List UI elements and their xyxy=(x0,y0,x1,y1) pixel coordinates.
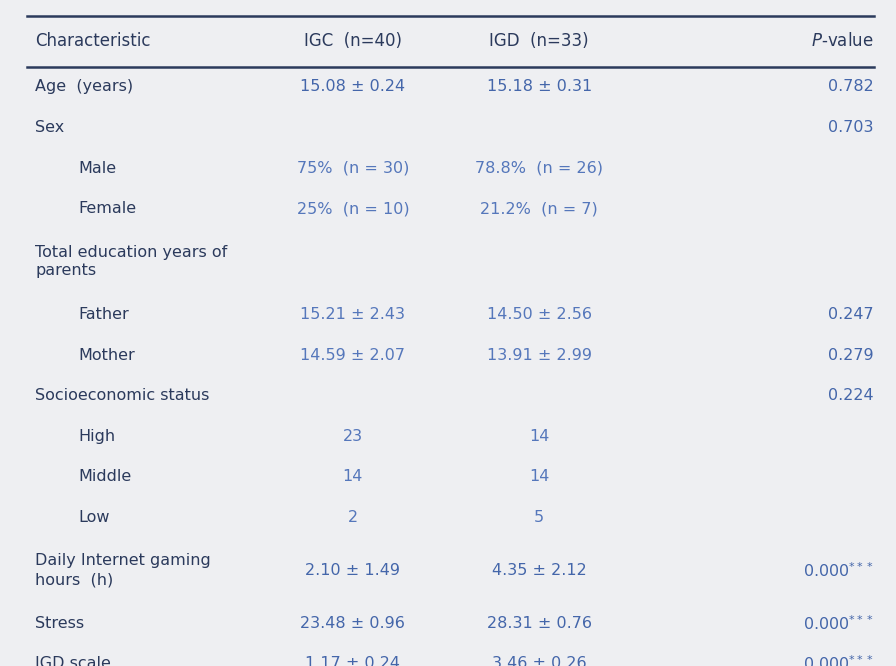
Text: 21.2%  (n = 7): 21.2% (n = 7) xyxy=(480,201,598,216)
Text: Middle: Middle xyxy=(78,470,132,484)
Text: 14.50 ± 2.56: 14.50 ± 2.56 xyxy=(487,307,591,322)
Text: Low: Low xyxy=(78,509,110,525)
Text: 13.91 ± 2.99: 13.91 ± 2.99 xyxy=(487,348,591,362)
Text: 0.000$^{***}$: 0.000$^{***}$ xyxy=(803,614,874,633)
Text: 14.59 ± 2.07: 14.59 ± 2.07 xyxy=(300,348,405,362)
Text: Stress: Stress xyxy=(35,616,84,631)
Text: 0.000$^{***}$: 0.000$^{***}$ xyxy=(803,655,874,666)
Text: 4.35 ± 2.12: 4.35 ± 2.12 xyxy=(492,563,587,578)
Text: 15.08 ± 0.24: 15.08 ± 0.24 xyxy=(300,79,405,95)
Text: 0.279: 0.279 xyxy=(828,348,874,362)
Text: Female: Female xyxy=(78,201,136,216)
Text: 0.782: 0.782 xyxy=(828,79,874,95)
Text: Male: Male xyxy=(78,161,116,176)
Text: 15.21 ± 2.43: 15.21 ± 2.43 xyxy=(300,307,405,322)
Text: 5: 5 xyxy=(534,509,544,525)
Text: 78.8%  (n = 26): 78.8% (n = 26) xyxy=(475,161,603,176)
Text: 14: 14 xyxy=(342,470,363,484)
Text: 0.247: 0.247 xyxy=(828,307,874,322)
Text: 1.17 ± 0.24: 1.17 ± 0.24 xyxy=(306,656,401,666)
Text: 2: 2 xyxy=(348,509,358,525)
Text: 25%  (n = 10): 25% (n = 10) xyxy=(297,201,409,216)
Text: Father: Father xyxy=(78,307,129,322)
Text: Total education years of
parents: Total education years of parents xyxy=(35,245,228,278)
Text: 15.18 ± 0.31: 15.18 ± 0.31 xyxy=(487,79,591,95)
Text: Mother: Mother xyxy=(78,348,135,362)
Text: High: High xyxy=(78,429,116,444)
Text: IGD scale: IGD scale xyxy=(35,656,111,666)
Text: 23.48 ± 0.96: 23.48 ± 0.96 xyxy=(300,616,405,631)
Text: 0.224: 0.224 xyxy=(828,388,874,403)
Text: 0.703: 0.703 xyxy=(828,120,874,135)
Text: 2.10 ± 1.49: 2.10 ± 1.49 xyxy=(306,563,401,578)
Text: Daily Internet gaming
hours  (h): Daily Internet gaming hours (h) xyxy=(35,553,211,587)
Text: Sex: Sex xyxy=(35,120,65,135)
Text: IGC  (n=40): IGC (n=40) xyxy=(304,32,402,50)
Text: 0.000$^{***}$: 0.000$^{***}$ xyxy=(803,561,874,579)
Text: $\it{P}$-value: $\it{P}$-value xyxy=(811,32,874,50)
Text: Socioeconomic status: Socioeconomic status xyxy=(35,388,210,403)
Text: IGD  (n=33): IGD (n=33) xyxy=(489,32,589,50)
Text: 23: 23 xyxy=(343,429,363,444)
Text: 14: 14 xyxy=(529,429,549,444)
Text: 3.46 ± 0.26: 3.46 ± 0.26 xyxy=(492,656,587,666)
Text: 14: 14 xyxy=(529,470,549,484)
Text: Age  (years): Age (years) xyxy=(35,79,134,95)
Text: 28.31 ± 0.76: 28.31 ± 0.76 xyxy=(487,616,591,631)
Text: 75%  (n = 30): 75% (n = 30) xyxy=(297,161,409,176)
Text: Characteristic: Characteristic xyxy=(35,32,151,50)
